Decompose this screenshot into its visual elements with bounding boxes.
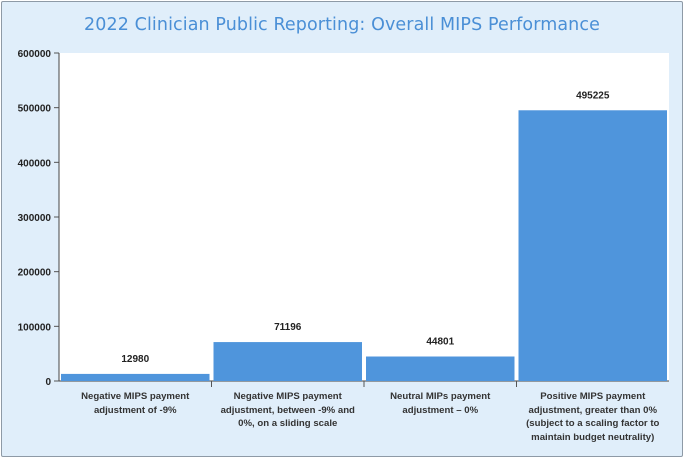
- category-label: Negative MIPS payment adjustment, betwee…: [220, 391, 355, 430]
- y-tick-label: 300000: [18, 213, 52, 224]
- data-label: 495225: [576, 90, 610, 101]
- bar: [366, 356, 515, 381]
- category-label: Neutral MIPs payment adjustment – 0%: [390, 391, 491, 416]
- category-label: Positive MIPS payment adjustment, greate…: [526, 391, 660, 443]
- data-label: 44801: [426, 337, 454, 348]
- data-label: 12980: [121, 354, 149, 365]
- y-tick-label: 600000: [18, 49, 52, 60]
- bar: [518, 110, 667, 381]
- bar: [213, 342, 362, 381]
- y-tick-label: 200000: [18, 268, 52, 279]
- y-tick-label: 500000: [18, 104, 52, 115]
- y-tick-label: 400000: [18, 158, 52, 169]
- y-tick-label: 0: [45, 377, 51, 388]
- chart-title: 2022 Clinician Public Reporting: Overall…: [84, 15, 600, 35]
- bar: [61, 373, 210, 381]
- data-label: 71196: [274, 322, 302, 333]
- y-tick-label: 100000: [18, 322, 52, 333]
- category-label: Negative MIPS payment adjustment of -9%: [81, 391, 190, 416]
